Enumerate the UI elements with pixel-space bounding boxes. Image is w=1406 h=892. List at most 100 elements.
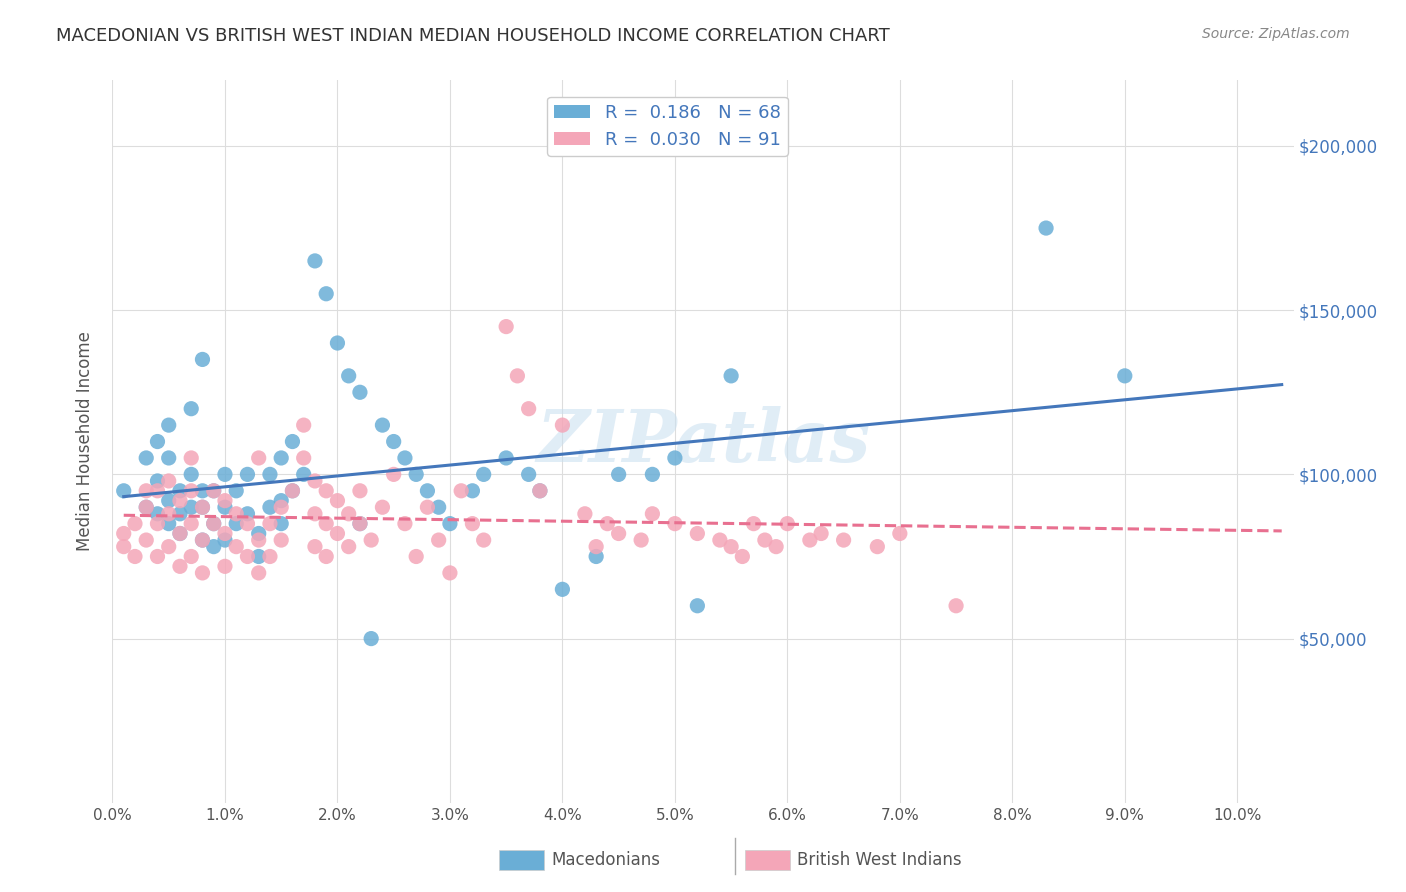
Point (427, 533, 450, 547)
Point (270, 493, 292, 508)
Point (517, 401, 540, 416)
Point (720, 540, 742, 554)
Point (810, 526, 832, 541)
Point (169, 483, 191, 498)
Point (202, 483, 225, 498)
Text: MACEDONIAN VS BRITISH WEST INDIAN MEDIAN HOUSEHOLD INCOME CORRELATION CHART: MACEDONIAN VS BRITISH WEST INDIAN MEDIAN… (56, 27, 890, 45)
Text: ZIPatlas: ZIPatlas (536, 406, 870, 477)
Point (146, 483, 169, 498)
Point (585, 540, 607, 554)
Point (225, 507, 247, 521)
Point (214, 559, 236, 574)
Point (585, 549, 607, 564)
Point (191, 500, 214, 515)
Point (157, 450, 180, 465)
Point (754, 533, 776, 547)
Point (416, 500, 439, 515)
Point (270, 450, 292, 465)
Point (304, 253, 326, 268)
Point (157, 507, 180, 521)
Point (135, 500, 157, 515)
Point (157, 474, 180, 488)
Point (349, 483, 371, 498)
Point (889, 526, 911, 541)
Point (439, 566, 461, 580)
Point (247, 533, 270, 547)
Point (259, 516, 281, 531)
Point (169, 526, 191, 541)
Point (664, 450, 686, 465)
Point (472, 533, 495, 547)
Point (427, 500, 450, 515)
Point (225, 516, 247, 531)
Y-axis label: Median Household Income: Median Household Income (76, 332, 94, 551)
Point (236, 507, 259, 521)
Point (529, 483, 551, 498)
Point (180, 500, 202, 515)
Point (304, 540, 326, 554)
Point (202, 540, 225, 554)
Point (776, 516, 799, 531)
Point (349, 516, 371, 531)
Point (214, 533, 236, 547)
Point (124, 516, 146, 531)
Point (405, 467, 427, 482)
Point (607, 526, 630, 541)
Point (236, 467, 259, 482)
Point (472, 467, 495, 482)
Point (146, 516, 169, 531)
Point (214, 500, 236, 515)
Point (495, 450, 517, 465)
Point (236, 516, 259, 531)
Point (247, 549, 270, 564)
Point (259, 500, 281, 515)
Point (337, 368, 360, 383)
Point (225, 483, 247, 498)
Point (315, 549, 337, 564)
Point (180, 450, 202, 465)
Point (304, 507, 326, 521)
Point (360, 533, 382, 547)
Point (326, 336, 349, 351)
Point (146, 507, 169, 521)
Point (225, 540, 247, 554)
Point (169, 493, 191, 508)
Point (259, 549, 281, 564)
Point (146, 549, 169, 564)
Point (236, 549, 259, 564)
Point (281, 483, 304, 498)
Point (247, 566, 270, 580)
Point (382, 434, 405, 449)
Point (270, 533, 292, 547)
Point (832, 533, 855, 547)
Point (416, 483, 439, 498)
Point (945, 599, 967, 613)
Point (169, 559, 191, 574)
Point (112, 483, 135, 498)
Point (394, 516, 416, 531)
Point (382, 467, 405, 482)
Point (247, 526, 270, 541)
Point (135, 483, 157, 498)
Point (506, 368, 529, 383)
Point (135, 500, 157, 515)
Point (742, 516, 765, 531)
Point (157, 516, 180, 531)
Point (169, 526, 191, 541)
Point (281, 434, 304, 449)
Point (641, 467, 664, 482)
Point (517, 467, 540, 482)
Point (146, 434, 169, 449)
Point (169, 507, 191, 521)
Point (529, 483, 551, 498)
Point (202, 483, 225, 498)
Point (135, 450, 157, 465)
Point (191, 483, 214, 498)
Point (270, 500, 292, 515)
Point (596, 516, 619, 531)
Text: Macedonians: Macedonians (551, 851, 661, 869)
Point (326, 493, 349, 508)
Point (551, 582, 574, 597)
Point (709, 533, 731, 547)
Point (326, 526, 349, 541)
